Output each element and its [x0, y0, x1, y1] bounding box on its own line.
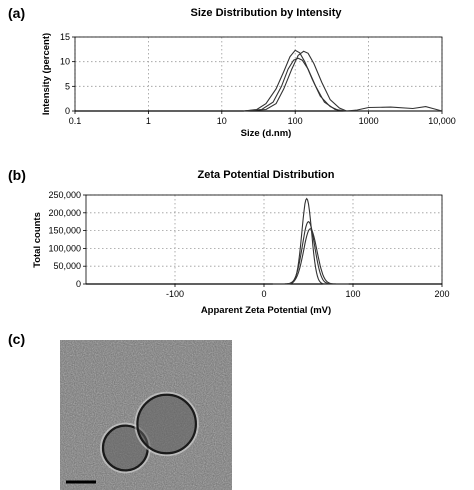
panel-label-b: (b)	[8, 167, 26, 183]
zeta-series-3-line	[272, 228, 349, 285]
size-x-tick-label: 10	[217, 116, 227, 126]
zeta-chart-title: Zeta Potential Distribution	[198, 169, 335, 181]
zeta-y-tick-label: 200,000	[48, 208, 81, 218]
zeta-y-tick-label: 0	[76, 279, 81, 289]
particle-2	[136, 393, 197, 455]
size-plot-frame	[74, 36, 443, 112]
zeta-y-tick-label: 150,000	[48, 226, 81, 236]
size-series-1-line	[243, 49, 442, 112]
zeta-x-axis-label: Apparent Zeta Potential (mV)	[201, 305, 331, 316]
size-series-3-line	[243, 57, 442, 112]
tem-micrograph	[60, 340, 232, 490]
size-x-tick-label: 1000	[359, 116, 379, 126]
size-y-axis-label: Intensity (percent)	[41, 33, 52, 115]
size-y-tick-label: 10	[60, 57, 70, 67]
zeta-x-tick-label: 100	[345, 289, 360, 299]
size-series-2-line	[243, 50, 443, 112]
size-y-tick-label: 0	[65, 106, 70, 116]
size-distribution-chart: Size Distribution by Intensity 0.1 1 10 100…	[41, 7, 456, 139]
zeta-y-tick-label: 50,000	[53, 261, 81, 271]
size-x-tick-label: 1	[146, 116, 151, 126]
panel-label-c: (c)	[8, 331, 25, 347]
zeta-potential-chart: Zeta Potential Distribution -100 0 100 200 0…	[32, 169, 450, 316]
panel-label-a: (a)	[8, 5, 25, 21]
zeta-series-2-line	[272, 221, 349, 285]
zeta-y-tick-label: 100,000	[48, 243, 81, 253]
zeta-y-axis-label: Total counts	[32, 212, 43, 268]
size-x-axis-label: Size (d.nm)	[241, 128, 292, 139]
size-x-tick-label: 10,000	[428, 116, 456, 126]
zeta-series-1-line	[272, 197, 349, 285]
size-y-tick-label: 15	[60, 32, 70, 42]
size-x-tick-label: 100	[288, 116, 303, 126]
zeta-y-tick-label: 250,000	[48, 190, 81, 200]
size-chart-title: Size Distribution by Intensity	[191, 7, 343, 19]
zeta-x-tick-label: 200	[434, 289, 449, 299]
particle-halo	[134, 391, 199, 457]
zeta-x-tick-label: 0	[261, 289, 266, 299]
size-y-tick-label: 5	[65, 81, 70, 91]
size-x-tick-label: 0.1	[69, 116, 82, 126]
zeta-x-tick-label: -100	[166, 289, 184, 299]
